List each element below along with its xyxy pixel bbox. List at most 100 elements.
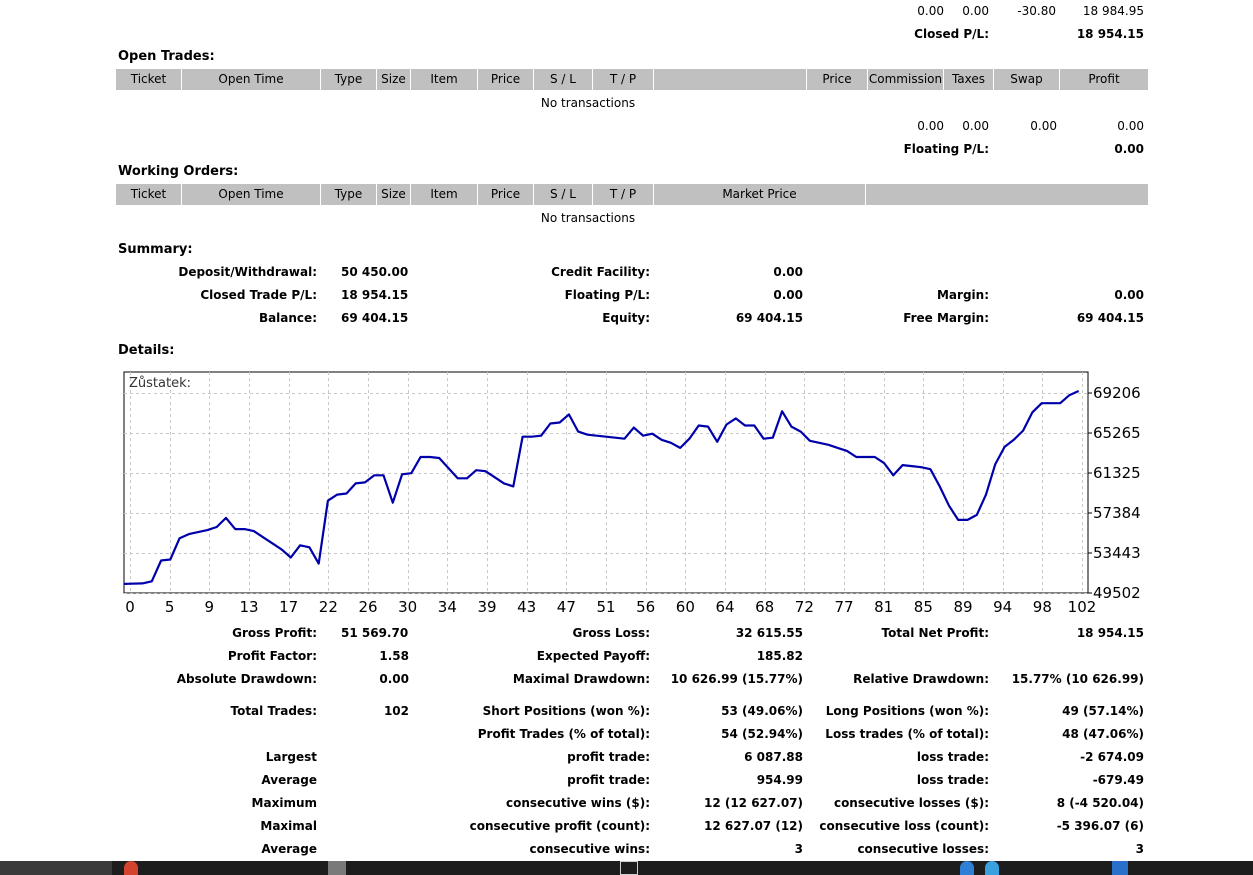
col-swap: Swap — [994, 69, 1060, 90]
col-type: Type — [321, 69, 377, 90]
average-loss-value: -679.49 — [1092, 773, 1144, 787]
closed-trade-value: 18 954.15 — [341, 288, 409, 302]
free-margin-value: 69 404.15 — [1076, 311, 1144, 325]
x-tick-label: 22 — [319, 598, 338, 615]
y-tick-label: 61325 — [1093, 464, 1141, 482]
absolute-drawdown-label: Absolute Drawdown: — [176, 672, 317, 686]
taskbar-start-area[interactable] — [0, 861, 112, 875]
col-sl: S / L — [534, 69, 593, 90]
col-taxes: Taxes — [944, 69, 994, 90]
x-tick-label: 0 — [125, 598, 135, 615]
max-losses-value: 8 (-4 520.04) — [1056, 796, 1144, 810]
x-tick-label: 34 — [438, 598, 457, 615]
col-price: Price — [478, 184, 534, 205]
net-profit-label: Total Net Profit: — [881, 626, 989, 640]
largest-profit-value: 6 087.88 — [744, 750, 803, 764]
working-orders-empty: No transactions — [540, 211, 636, 225]
tray-app-icon[interactable] — [960, 861, 974, 875]
col-commission: Commission — [868, 69, 944, 90]
gross-profit-value: 51 569.70 — [341, 626, 409, 640]
largest-profit-label: profit trade: — [567, 750, 650, 764]
working-orders-header: Ticket Open Time Type Size Item Price S … — [116, 184, 1148, 205]
x-tick-label: 94 — [993, 598, 1012, 615]
average-profit-label: profit trade: — [567, 773, 650, 787]
open-trades-title: Open Trades: — [118, 49, 215, 64]
summary-title: Summary: — [118, 242, 193, 257]
open-trades-empty: No transactions — [540, 96, 636, 110]
short-positions-label: Short Positions (won %): — [482, 704, 650, 718]
summary-floating-value: 0.00 — [773, 288, 803, 302]
x-tick-label: 30 — [398, 598, 417, 615]
closed-trade-label: Closed Trade P/L: — [200, 288, 317, 302]
maximum-label: Maximum — [251, 796, 317, 810]
max-losses-label: consecutive losses ($): — [833, 796, 989, 810]
maximal-loss-value: -5 396.07 (6) — [1056, 819, 1144, 833]
col-blank — [866, 184, 1148, 205]
col-tp: T / P — [593, 69, 654, 90]
average-loss-label: loss trade: — [916, 773, 989, 787]
x-tick-label: 68 — [755, 598, 774, 615]
profit-factor-value: 1.58 — [379, 649, 409, 663]
largest-loss-value: -2 674.09 — [1080, 750, 1144, 764]
x-tick-label: 5 — [165, 598, 175, 615]
col-type: Type — [321, 184, 377, 205]
gross-loss-value: 32 615.55 — [735, 626, 803, 640]
equity-value: 69 404.15 — [735, 311, 803, 325]
open-profit-total: 0.00 — [1117, 119, 1144, 133]
closed-pl-value: 18 954.15 — [1076, 27, 1144, 41]
maximal-profit-value: 12 627.07 (12) — [703, 819, 803, 833]
working-orders-title: Working Orders: — [118, 164, 239, 179]
floating-pl-label: Floating P/L: — [903, 142, 989, 156]
net-profit-value: 18 954.15 — [1076, 626, 1144, 640]
maximal-drawdown-value: 10 626.99 (15.77%) — [670, 672, 803, 686]
chrome-icon[interactable] — [124, 861, 138, 875]
loss-trades-value: 48 (47.06%) — [1062, 727, 1144, 741]
absolute-drawdown-value: 0.00 — [379, 672, 409, 686]
closed-commission-total: 0.00 — [917, 4, 944, 18]
closed-taxes-total: 0.00 — [962, 4, 989, 18]
expected-payoff-label: Expected Payoff: — [536, 649, 650, 663]
relative-drawdown-label: Relative Drawdown: — [853, 672, 989, 686]
avg-wins-value: 3 — [794, 842, 803, 856]
window-icon[interactable] — [620, 861, 638, 875]
y-tick-label: 57384 — [1093, 504, 1141, 522]
x-tick-label: 102 — [1068, 598, 1097, 615]
gross-loss-label: Gross Loss: — [572, 626, 650, 640]
largest-loss-label: loss trade: — [916, 750, 989, 764]
summary-floating-label: Floating P/L: — [564, 288, 650, 302]
avg-losses-label: consecutive losses: — [857, 842, 989, 856]
equity-label: Equity: — [602, 311, 650, 325]
relative-drawdown-value: 15.77% (10 626.99) — [1011, 672, 1144, 686]
file-explorer-icon[interactable] — [328, 861, 346, 875]
open-trades-header: Ticket Open Time Type Size Item Price S … — [116, 69, 1148, 90]
tray-network-icon[interactable] — [985, 861, 999, 875]
margin-label: Margin: — [936, 288, 989, 302]
details-title: Details: — [118, 343, 175, 358]
x-tick-label: 85 — [914, 598, 933, 615]
col-open-time: Open Time — [182, 184, 321, 205]
maximal-loss-label: consecutive loss (count): — [819, 819, 989, 833]
y-tick-label: 53443 — [1093, 544, 1141, 562]
credit-value: 0.00 — [773, 265, 803, 279]
total-trades-value: 102 — [383, 704, 409, 718]
tray-notification-icon[interactable] — [1112, 861, 1128, 875]
chart-title: Zůstatek: — [129, 376, 191, 391]
closed-profit-total: 18 984.95 — [1082, 4, 1144, 18]
loss-trades-label: Loss trades (% of total): — [825, 727, 989, 741]
x-tick-label: 17 — [279, 598, 298, 615]
open-taxes-total: 0.00 — [962, 119, 989, 133]
average-label: Average — [261, 773, 317, 787]
x-tick-label: 26 — [358, 598, 377, 615]
short-positions-value: 53 (49.06%) — [721, 704, 803, 718]
x-tick-label: 51 — [596, 598, 615, 615]
balance-chart: Zůstatek: 69206 65265 61325 57384 53443 49502 0… — [118, 369, 1148, 616]
long-positions-value: 49 (57.14%) — [1062, 704, 1144, 718]
gross-profit-label: Gross Profit: — [232, 626, 317, 640]
max-wins-value: 12 (12 627.07) — [703, 796, 803, 810]
avg-losses-value: 3 — [1135, 842, 1144, 856]
deposit-value: 50 450.00 — [341, 265, 409, 279]
profit-factor-label: Profit Factor: — [227, 649, 317, 663]
x-tick-label: 81 — [874, 598, 893, 615]
col-item: Item — [411, 69, 478, 90]
floating-pl-value: 0.00 — [1114, 142, 1144, 156]
